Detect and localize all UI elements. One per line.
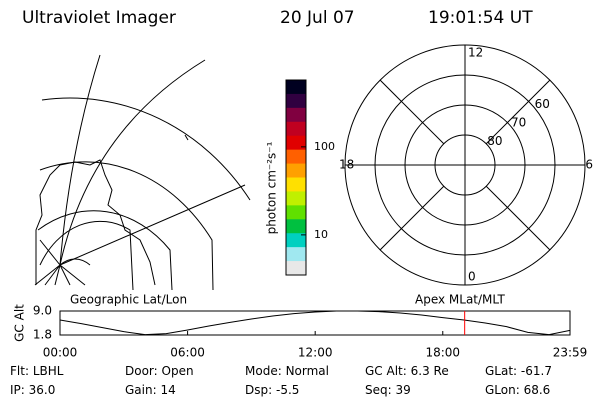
field-value: LBHL xyxy=(33,364,64,378)
y-axis-label: GC Alt xyxy=(13,304,27,342)
color-cell xyxy=(286,177,306,192)
field-label: GLon: xyxy=(485,383,520,397)
footer: Flt: LBHL Door: Open Mode: Normal GC Alt: 6… xyxy=(10,364,552,397)
color-cell xyxy=(286,219,306,234)
color-cell xyxy=(286,121,306,137)
colorbar-label: photon cm⁻²s⁻¹ xyxy=(265,141,279,234)
y-tick-label: 1.8 xyxy=(33,328,52,342)
lat-label: 80 xyxy=(487,134,502,148)
status-field: GLon: 68.6 xyxy=(485,383,550,397)
x-tick-label: 00:00 xyxy=(43,346,78,360)
altitude-line xyxy=(59,310,571,336)
color-cell xyxy=(286,205,306,220)
color-cell xyxy=(286,247,306,262)
lat-arc xyxy=(37,210,173,291)
colorbar: 10 100 xyxy=(285,79,335,276)
field-label: GLat: xyxy=(485,364,517,378)
meridian xyxy=(59,59,206,266)
spoke xyxy=(485,79,551,145)
field-label: Gain: xyxy=(125,383,157,397)
field-value: 39 xyxy=(396,383,411,397)
field-value: 68.6 xyxy=(524,383,551,397)
field-value: -61.7 xyxy=(521,364,552,378)
coastline xyxy=(35,159,156,286)
meridian xyxy=(59,184,246,266)
color-cell xyxy=(286,149,306,165)
mlt-label: 12 xyxy=(468,46,483,60)
colorbar-frame xyxy=(285,79,307,276)
altitude-chart: 9.0 1.8 00:00 06:00 12:00 18:00 23:59 xyxy=(33,304,587,360)
field-label: Dsp: xyxy=(245,383,272,397)
polar-title: Apex MLat/MLT xyxy=(415,293,505,307)
tick-label: 10 xyxy=(314,228,328,241)
spoke xyxy=(485,185,551,251)
field-value: 6.3 Re xyxy=(411,364,449,378)
instrument-title: Ultraviolet Imager xyxy=(22,8,176,28)
spoke xyxy=(379,79,445,145)
mlt-label: 18 xyxy=(339,158,354,172)
status-field: Flt: LBHL xyxy=(10,364,64,378)
lat-label: 70 xyxy=(511,116,526,130)
x-tick-label: 18:00 xyxy=(425,346,460,360)
tick-label: 100 xyxy=(314,140,335,153)
field-label: Door: xyxy=(125,364,158,378)
meridian xyxy=(59,54,101,266)
color-cell xyxy=(286,261,306,276)
y-tick-label: 9.0 xyxy=(33,304,52,318)
status-field: Door: Open xyxy=(125,364,194,378)
field-value: 14 xyxy=(160,383,175,397)
status-field: Dsp: -5.5 xyxy=(245,383,299,397)
x-tick-label: 06:00 xyxy=(170,346,205,360)
field-value: Normal xyxy=(286,364,329,378)
field-value: Open xyxy=(162,364,194,378)
date: 20 Jul 07 xyxy=(280,8,355,28)
color-cell xyxy=(286,233,306,248)
field-label: Flt: xyxy=(10,364,29,378)
lat-label: 60 xyxy=(535,97,550,111)
lat-arc xyxy=(39,220,134,291)
color-cell xyxy=(286,191,306,206)
field-label: Seq: xyxy=(365,383,392,397)
spoke xyxy=(379,185,445,251)
x-tick-label: 23:59 xyxy=(553,346,588,360)
lat-arc xyxy=(41,97,251,201)
lat-arc xyxy=(59,258,91,266)
meridian xyxy=(34,239,86,286)
coastline xyxy=(184,134,189,141)
field-label: GC Alt: xyxy=(365,364,407,378)
status-field: Seq: 39 xyxy=(365,383,411,397)
status-field: IP: 36.0 xyxy=(10,383,55,397)
field-value: -5.5 xyxy=(276,383,299,397)
field-label: Mode: xyxy=(245,364,282,378)
color-cell xyxy=(286,80,306,95)
mlt-label: 6 xyxy=(585,158,593,172)
x-tick-label: 12:00 xyxy=(298,346,333,360)
lat-arc xyxy=(39,161,214,291)
geo-map xyxy=(34,54,251,291)
status-field: GC Alt: 6.3 Re xyxy=(365,364,449,378)
field-value: 36.0 xyxy=(29,383,56,397)
status-field: Mode: Normal xyxy=(245,364,329,378)
color-cell xyxy=(286,93,306,109)
mlt-label: 0 xyxy=(468,270,476,284)
status-field: Gain: 14 xyxy=(125,383,176,397)
color-cell xyxy=(286,163,306,178)
field-label: IP: xyxy=(10,383,25,397)
map-title: Geographic Lat/Lon xyxy=(70,293,187,307)
color-cell xyxy=(286,135,306,151)
time: 19:01:54 UT xyxy=(428,8,533,28)
status-field: GLat: -61.7 xyxy=(485,364,552,378)
color-cell xyxy=(286,107,306,123)
